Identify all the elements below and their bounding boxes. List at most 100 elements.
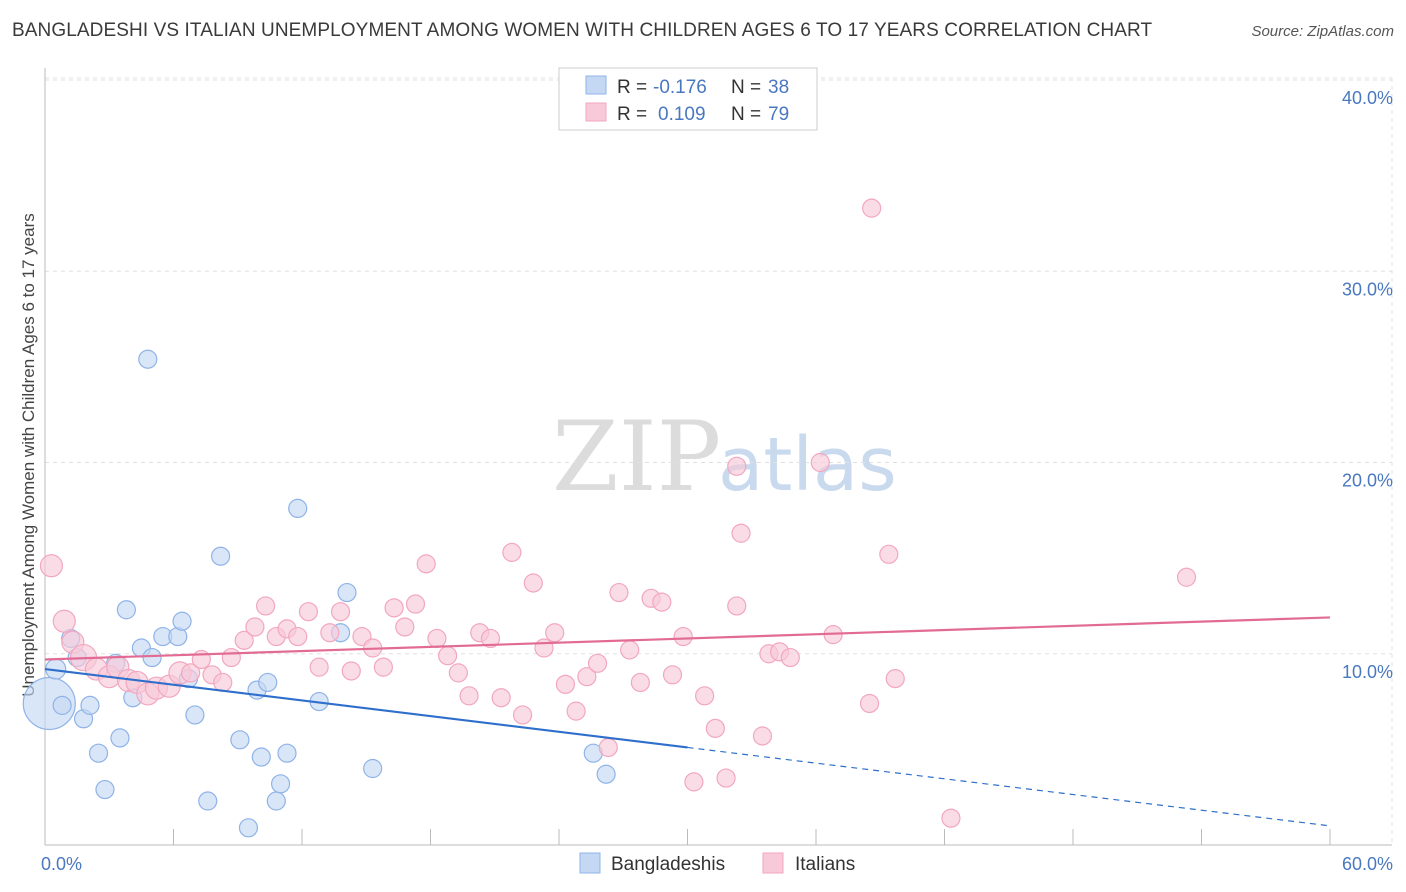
italians-point-13 [181, 663, 201, 683]
series-italians-points [39, 198, 1197, 828]
italians-point-46 [534, 638, 554, 658]
italians-point-77 [941, 808, 961, 828]
italians-point-55 [630, 672, 650, 693]
legend-r-value-0: -0.176 [653, 77, 707, 98]
y-tick-label-0: 10.0% [1342, 662, 1393, 682]
bangladeshis-trend-line [44, 667, 688, 749]
italians-point-19 [245, 617, 265, 637]
bangladeshis-point-10 [110, 728, 130, 748]
italians-point-49 [566, 701, 586, 721]
legend-n-value-0: 38 [768, 77, 789, 98]
bangladeshis-point-15 [142, 647, 162, 668]
italians-point-34 [405, 594, 426, 614]
source-label: Source: ZipAtlas.com [1251, 23, 1394, 40]
italians-point-50 [577, 667, 597, 687]
bangladeshis-point-22 [211, 546, 231, 566]
italians-point-44 [512, 705, 533, 725]
italians-point-62 [705, 718, 725, 738]
series-legend-swatch-italians [762, 852, 784, 874]
italians-point-60 [684, 772, 704, 792]
bangladeshis-point-27 [258, 672, 278, 693]
italians-point-25 [309, 657, 329, 677]
bangladeshis-point-29 [270, 774, 291, 794]
bangladeshis-point-26 [251, 747, 271, 767]
italians-trend-line [44, 616, 1331, 661]
italians-point-41 [480, 628, 501, 649]
italians-point-39 [459, 686, 479, 706]
x-tick-label-1: 60.0% [1342, 854, 1393, 874]
y-tick-label-3: 40.0% [1342, 88, 1393, 108]
bangladeshis-point-14 [138, 349, 158, 369]
italians-point-23 [288, 626, 308, 647]
bangladeshis-point-2 [52, 695, 72, 715]
italians-point-51 [587, 653, 608, 673]
italians-point-65 [731, 523, 751, 543]
italians-point-76 [885, 669, 905, 689]
italians-point-61 [695, 686, 715, 706]
italians-point-36 [427, 628, 447, 649]
italians-point-64 [727, 596, 747, 616]
bangladeshis-point-31 [288, 498, 308, 518]
bangladeshis-point-18 [172, 611, 192, 631]
italians-point-53 [609, 582, 629, 603]
italians-point-75 [879, 544, 899, 564]
bangladeshis-point-8 [95, 779, 115, 800]
bangladeshis-point-20 [185, 705, 205, 725]
y-tick-label-2: 30.0% [1342, 279, 1393, 299]
bangladeshis-point-11 [116, 600, 136, 620]
legend-n-value-1: 79 [768, 104, 789, 125]
chart-title: BANGLADESHI VS ITALIAN UNEMPLOYMENT AMON… [12, 20, 1153, 41]
italians-point-52 [598, 737, 618, 758]
italians-point-42 [491, 688, 511, 708]
series-bangladeshis-points [22, 349, 616, 838]
watermark-atlas: atlas [718, 422, 897, 508]
italians-point-48 [555, 674, 576, 694]
series-legend-swatch-bangladeshis [579, 852, 601, 874]
italians-point-69 [780, 647, 800, 668]
italians-point-20 [255, 596, 276, 616]
watermark-zip: ZIP [552, 401, 721, 513]
watermark: ZIP atlas [552, 401, 897, 513]
italians-point-71 [810, 452, 830, 473]
bangladeshis-point-7 [88, 743, 109, 763]
bangladeshis-point-35 [363, 758, 383, 779]
bangladeshis-point-30 [277, 743, 297, 763]
italians-point-35 [416, 554, 436, 574]
legend-r-label-1: R = [617, 104, 647, 125]
italians-point-45 [523, 573, 543, 593]
bangladeshis-point-24 [238, 818, 259, 838]
stats-legend: R = -0.176 N = 38 R = 0.109 N = 79 [558, 67, 818, 131]
x-tick-labels: 0.0% 60.0% [41, 854, 1393, 874]
italians-point-37 [438, 646, 458, 666]
legend-n-label-1: N = [731, 104, 761, 125]
italians-point-57 [652, 592, 672, 612]
italians-point-70 [727, 456, 747, 476]
bangladeshis-point-21 [198, 791, 218, 811]
italians-point-73 [862, 198, 882, 218]
italians-point-24 [298, 602, 319, 622]
legend-swatch-bangladeshis [585, 75, 607, 95]
italians-point-66 [752, 726, 773, 746]
italians-point-1 [52, 609, 76, 633]
italians-point-33 [395, 617, 415, 637]
trend-lines [44, 616, 1331, 827]
italians-point-58 [662, 665, 683, 685]
legend-n-label-0: N = [731, 77, 761, 98]
italians-point-27 [330, 602, 351, 622]
italians-point-16 [213, 672, 233, 693]
bangladeshis-point-34 [337, 582, 357, 603]
italians-point-47 [545, 623, 565, 643]
bangladeshis-point-28 [266, 791, 286, 811]
italians-point-0 [39, 554, 64, 578]
italians-point-43 [502, 542, 522, 562]
italians-point-63 [716, 768, 736, 788]
y-axis-label: Unemployment Among Women with Children A… [19, 213, 38, 697]
bangladeshis-trend-extension [687, 746, 1331, 827]
italians-point-59 [673, 626, 693, 647]
x-tick-label-0: 0.0% [41, 854, 82, 874]
series-legend: Bangladeshis Italians [579, 852, 855, 875]
bangladeshis-point-6 [80, 695, 100, 715]
italians-point-31 [373, 657, 393, 677]
italians-point-78 [1176, 567, 1197, 587]
